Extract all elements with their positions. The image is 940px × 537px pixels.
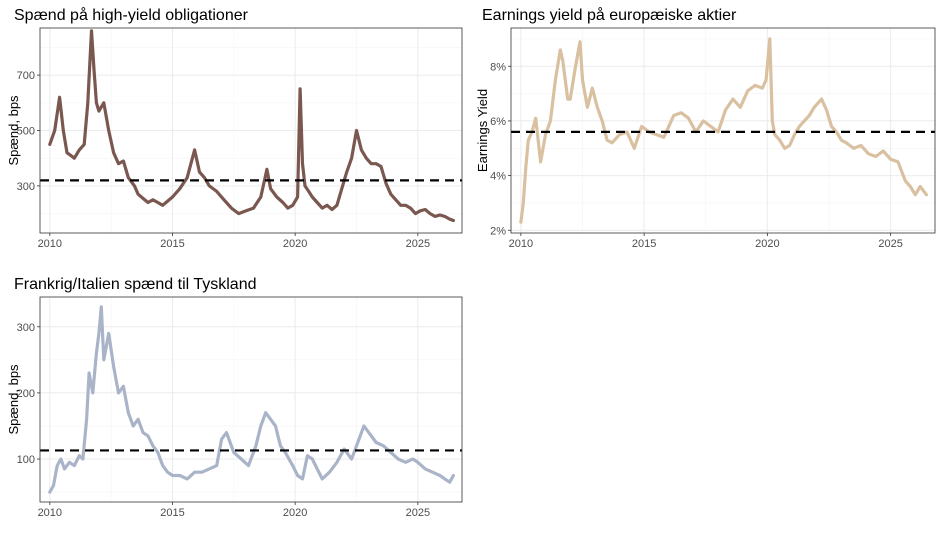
chart-title: Frankrig/Italien spænd til Tyskland — [14, 276, 256, 293]
x-tick-label: 2015 — [632, 238, 656, 250]
y-tick-label: 300 — [17, 181, 35, 193]
y-tick-label: 2% — [490, 225, 506, 237]
chart-panel-3: 2010 2015 2020 2025 100 200 300 Frankrig/Italie… — [6, 276, 463, 519]
y-tick-label: 500 — [17, 126, 35, 138]
y-axis-label: Spænd, bps — [6, 364, 21, 435]
x-tick-label: 2015 — [160, 507, 184, 519]
chart-panel-1: 2010 2015 2020 2025 300 500 700 Spænd på high-y… — [6, 6, 463, 250]
y-tick-label: 700 — [17, 70, 35, 82]
y-axis-label: Spænd, bps — [6, 95, 21, 166]
plot-frame — [39, 296, 463, 503]
x-tick-label: 2025 — [406, 238, 430, 250]
x-tick-label: 2010 — [509, 238, 533, 250]
plot-background — [40, 297, 462, 502]
series-line-1 — [519, 37, 929, 224]
x-tick-label: 2025 — [878, 238, 902, 250]
series-line-1 — [48, 29, 455, 223]
chart-title: Spænd på high-yield obligationer — [14, 6, 249, 24]
x-tick-label: 2020 — [283, 238, 307, 250]
plot-frame — [510, 27, 936, 234]
chart-panel-2: 2010 2015 2020 2025 2% 4% 6% 8% Earnings yield p… — [475, 6, 936, 250]
x-tick-label: 2020 — [283, 507, 307, 519]
y-tick-label: 4% — [490, 171, 506, 183]
plot-background — [511, 28, 935, 233]
y-tick-label: 6% — [490, 116, 506, 128]
chart-title: Earnings yield på europæiske aktier — [482, 6, 737, 24]
y-tick-label: 200 — [17, 388, 35, 400]
x-tick-label: 2025 — [406, 507, 430, 519]
y-tick-label: 300 — [17, 322, 35, 334]
y-tick-label: 8% — [490, 61, 506, 73]
series-line-1 — [48, 305, 455, 494]
x-tick-label: 2010 — [38, 238, 62, 250]
x-tick-label: 2020 — [755, 238, 779, 250]
y-axis-label: Earnings Yield — [475, 89, 490, 172]
x-tick-label: 2010 — [38, 507, 62, 519]
x-tick-label: 2015 — [160, 238, 184, 250]
y-tick-label: 100 — [17, 454, 35, 466]
